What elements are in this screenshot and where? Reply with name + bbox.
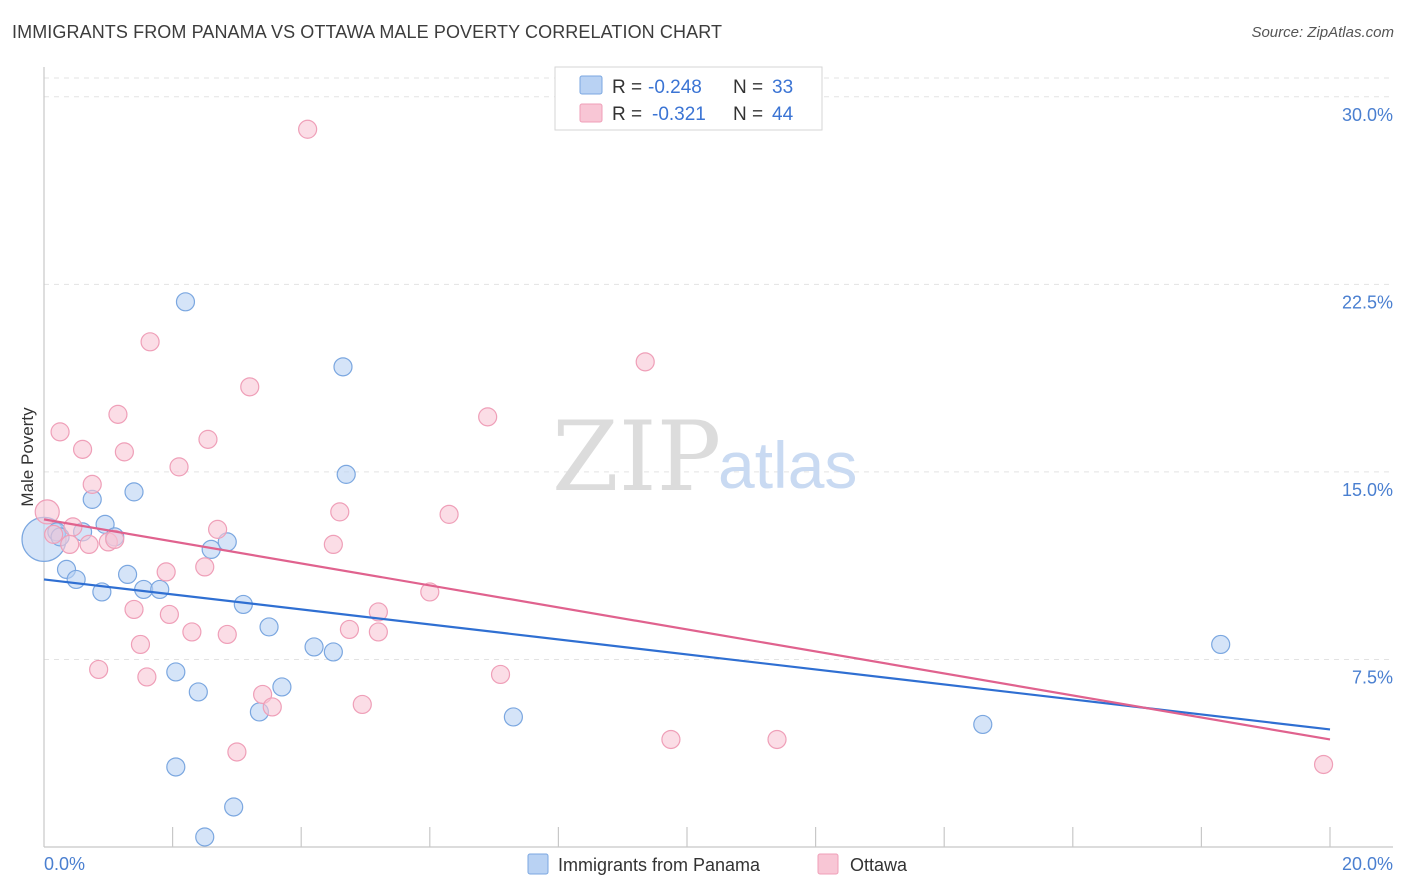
data-point-ottawa — [368, 622, 388, 642]
data-point-ottawa — [50, 422, 70, 442]
data-point-panama — [175, 292, 196, 312]
series-legend-swatch-panama — [527, 853, 549, 875]
data-point-panama — [323, 642, 343, 662]
trend-layer — [43, 518, 1331, 741]
data-point-panama — [150, 579, 170, 600]
data-point-ottawa — [195, 557, 215, 577]
data-point-ottawa — [169, 457, 189, 477]
trend-line-panama — [43, 578, 1331, 731]
data-point-panama — [166, 757, 186, 777]
data-point-panama — [333, 357, 353, 377]
legend-r-label-2: R = — [612, 104, 642, 125]
data-point-ottawa — [478, 407, 498, 427]
y-tick-label: 22.5% — [1342, 292, 1393, 312]
data-point-panama — [66, 569, 86, 590]
data-point-panama — [224, 797, 244, 817]
data-point-ottawa — [420, 582, 440, 602]
y-tick-label: 15.0% — [1342, 480, 1393, 500]
data-point-panama — [195, 827, 215, 847]
data-point-ottawa — [60, 534, 80, 555]
data-point-ottawa — [108, 404, 128, 424]
data-point-panama — [188, 682, 208, 702]
data-point-ottawa — [124, 599, 144, 620]
data-point-ottawa — [227, 742, 247, 762]
watermark-atlas: atlas — [718, 428, 857, 502]
data-point-panama — [336, 464, 356, 484]
data-point-ottawa — [368, 602, 388, 622]
data-point-ottawa — [34, 499, 60, 525]
grid-layer — [44, 77, 1393, 847]
y-tick-label: 30.0% — [1342, 105, 1393, 125]
data-point-ottawa — [182, 622, 202, 642]
data-point-ottawa — [217, 624, 237, 645]
series-legend-label-ottawa: Ottawa — [850, 855, 908, 875]
x-tick-label: 20.0% — [1342, 854, 1393, 874]
data-point-ottawa — [339, 619, 360, 640]
legend-n-value-1: 33 — [772, 77, 793, 98]
data-point-ottawa — [439, 504, 459, 524]
data-point-ottawa — [137, 667, 157, 687]
data-point-ottawa — [82, 474, 102, 494]
series-legend-label-panama: Immigrants from Panama — [558, 855, 761, 875]
data-point-ottawa — [114, 442, 134, 462]
legend-n-value-2: 44 — [772, 104, 794, 125]
data-point-panama — [973, 714, 993, 735]
watermark-zip: ZIP — [552, 401, 721, 513]
data-point-panama — [1211, 634, 1231, 655]
data-point-ottawa — [767, 729, 787, 750]
data-point-ottawa — [63, 517, 83, 537]
data-point-ottawa — [44, 524, 64, 544]
data-point-panama — [124, 482, 144, 502]
trend-line-ottawa — [43, 518, 1331, 741]
data-point-ottawa — [130, 634, 151, 655]
data-point-ottawa — [72, 439, 93, 459]
x-tick-label: 0.0% — [44, 854, 85, 874]
data-point-panama — [166, 662, 186, 682]
data-point-ottawa — [323, 534, 343, 555]
tick-layer: 7.5% 15.0% 22.5% 30.0% 0.0% 20.0% — [44, 105, 1393, 874]
data-point-ottawa — [1313, 754, 1334, 775]
series-legend: Immigrants from Panama Ottawa — [527, 853, 908, 875]
data-point-ottawa — [159, 604, 179, 625]
legend-r-value-2: -0.321 — [652, 104, 706, 125]
data-point-ottawa — [79, 534, 99, 555]
stats-legend: R = -0.248 N = 33 R = -0.321 N = 44 — [554, 66, 823, 131]
data-point-ottawa — [89, 659, 109, 680]
legend-r-label-1: R = — [612, 77, 642, 98]
legend-n-label-2: N = — [733, 104, 763, 125]
data-point-ottawa — [635, 352, 655, 372]
data-point-panama — [272, 677, 292, 697]
data-point-ottawa — [262, 697, 282, 717]
legend-n-label-1: N = — [733, 77, 763, 98]
axis-layer — [43, 67, 1393, 848]
legend-swatch-pink — [579, 103, 603, 123]
series-legend-swatch-ottawa — [817, 853, 839, 875]
legend-swatch-blue — [579, 75, 603, 95]
points-layer — [21, 119, 1334, 847]
data-point-ottawa — [240, 377, 260, 397]
y-tick-label: 7.5% — [1352, 667, 1393, 687]
data-point-ottawa — [490, 664, 511, 685]
y-axis-label: Male Poverty — [18, 407, 37, 507]
watermark: ZIP atlas — [552, 401, 857, 513]
data-point-ottawa — [298, 119, 318, 139]
data-point-ottawa — [330, 502, 350, 522]
data-point-ottawa — [208, 519, 228, 539]
chart-title: IMMIGRANTS FROM PANAMA VS OTTAWA MALE PO… — [12, 22, 723, 42]
data-point-ottawa — [352, 694, 372, 715]
data-point-panama — [117, 564, 138, 585]
data-point-panama — [304, 637, 324, 657]
data-point-ottawa — [140, 332, 160, 352]
data-point-ottawa — [198, 429, 218, 449]
data-point-ottawa — [156, 562, 176, 582]
data-point-panama — [259, 617, 279, 637]
data-point-ottawa — [661, 729, 681, 750]
data-point-panama — [503, 707, 523, 727]
legend-r-value-1: -0.248 — [648, 77, 702, 98]
source-credit: Source: ZipAtlas.com — [1251, 24, 1394, 41]
